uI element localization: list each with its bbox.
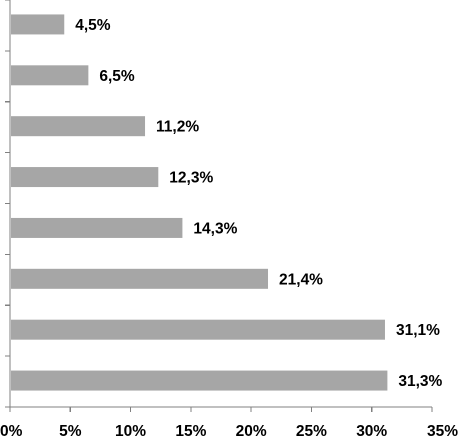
bar-2 [11,116,146,137]
bar-0 [11,14,65,35]
data-label-0: 4,5% [75,17,111,34]
x-tick-label-1: 5% [59,423,82,440]
bar-5 [11,268,269,289]
x-tick-label-7: 35% [427,423,458,440]
bars-group [11,14,388,391]
data-label-7: 31,3% [398,373,442,390]
data-label-6: 31,1% [396,322,440,339]
data-label-3: 12,3% [169,170,213,187]
bar-3 [11,167,159,188]
x-tick-label-4: 20% [236,423,267,440]
data-label-5: 21,4% [279,271,323,288]
x-tick-label-6: 30% [356,423,387,440]
bar-6 [11,319,385,340]
data-label-1: 6,5% [99,68,135,85]
data-labels-group: 4,5% 6,5% 11,2% 12,3% 14,3% 21,4% 31,1% 31,3% [75,17,442,390]
x-tick-labels-group: 0% 5% 10% 15% 20% 25% 30% 35% [0,423,458,440]
bar-1 [11,65,89,86]
data-label-2: 11,2% [156,119,199,136]
x-tick-label-3: 15% [175,423,206,440]
axes-group [5,0,433,412]
x-tick-label-5: 25% [296,423,327,440]
data-label-4: 14,3% [193,220,237,237]
x-tick-label-2: 10% [115,423,146,440]
bar-4 [11,217,183,238]
bar-7 [11,370,388,391]
x-tick-label-0: 0% [0,423,23,440]
